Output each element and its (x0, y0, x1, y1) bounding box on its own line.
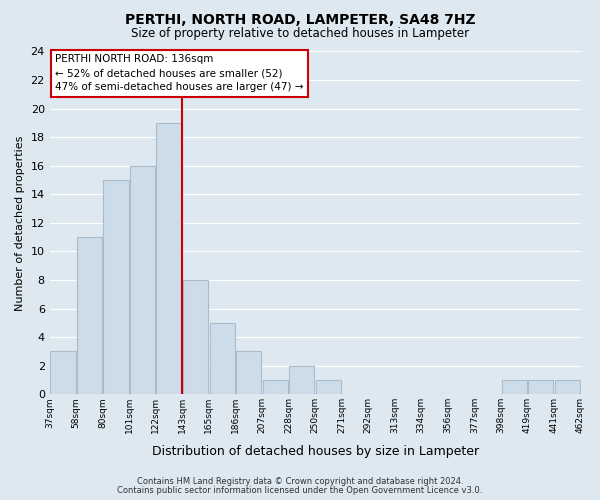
Bar (77, 237, 102, 394)
Bar (289, 366, 314, 394)
Bar (236, 352, 262, 394)
Text: PERTHI, NORTH ROAD, LAMPETER, SA48 7HZ: PERTHI, NORTH ROAD, LAMPETER, SA48 7HZ (125, 12, 475, 26)
Bar (103, 180, 128, 394)
Bar (554, 380, 580, 394)
Bar (130, 166, 155, 394)
Text: Size of property relative to detached houses in Lampeter: Size of property relative to detached ho… (131, 28, 469, 40)
Bar (50, 352, 76, 394)
Text: Contains public sector information licensed under the Open Government Licence v3: Contains public sector information licen… (118, 486, 482, 495)
Bar (209, 323, 235, 394)
Y-axis label: Number of detached properties: Number of detached properties (15, 135, 25, 310)
Bar (183, 280, 208, 394)
Bar (502, 380, 527, 394)
Bar (528, 380, 553, 394)
Bar (263, 380, 288, 394)
Text: PERTHI NORTH ROAD: 136sqm
← 52% of detached houses are smaller (52)
47% of semi-: PERTHI NORTH ROAD: 136sqm ← 52% of detac… (55, 54, 304, 92)
Text: Contains HM Land Registry data © Crown copyright and database right 2024.: Contains HM Land Registry data © Crown c… (137, 477, 463, 486)
Bar (316, 380, 341, 394)
Bar (157, 123, 182, 394)
X-axis label: Distribution of detached houses by size in Lampeter: Distribution of detached houses by size … (152, 444, 479, 458)
